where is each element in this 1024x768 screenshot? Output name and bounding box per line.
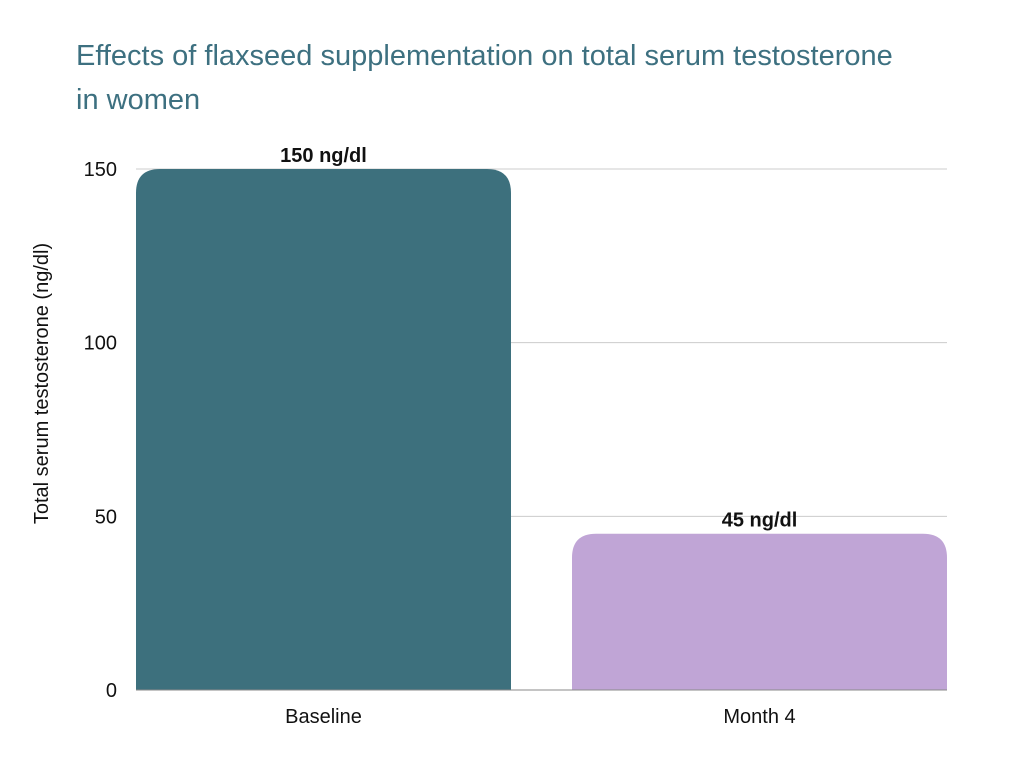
bar-1 xyxy=(572,533,947,690)
bars xyxy=(136,169,947,690)
x-category-label: Baseline xyxy=(285,706,362,728)
y-axis-ticks: 0 50 100 150 xyxy=(84,159,117,702)
y-tick-label: 50 xyxy=(95,506,117,528)
data-labels: 150 ng/dl 45 ng/dl xyxy=(280,145,797,532)
bar-0 xyxy=(136,169,511,690)
data-label: 150 ng/dl xyxy=(280,145,367,167)
y-tick-label: 0 xyxy=(106,680,117,702)
x-category-label: Month 4 xyxy=(723,706,795,728)
x-axis-categories: Baseline Month 4 xyxy=(285,706,795,728)
y-axis-title: Total serum testosterone (ng/dl) xyxy=(31,243,53,524)
y-tick-label: 150 xyxy=(84,159,117,181)
chart-title: Effects of flaxseed supplementation on t… xyxy=(76,40,893,116)
data-label: 45 ng/dl xyxy=(722,510,798,532)
y-tick-label: 100 xyxy=(84,333,117,355)
